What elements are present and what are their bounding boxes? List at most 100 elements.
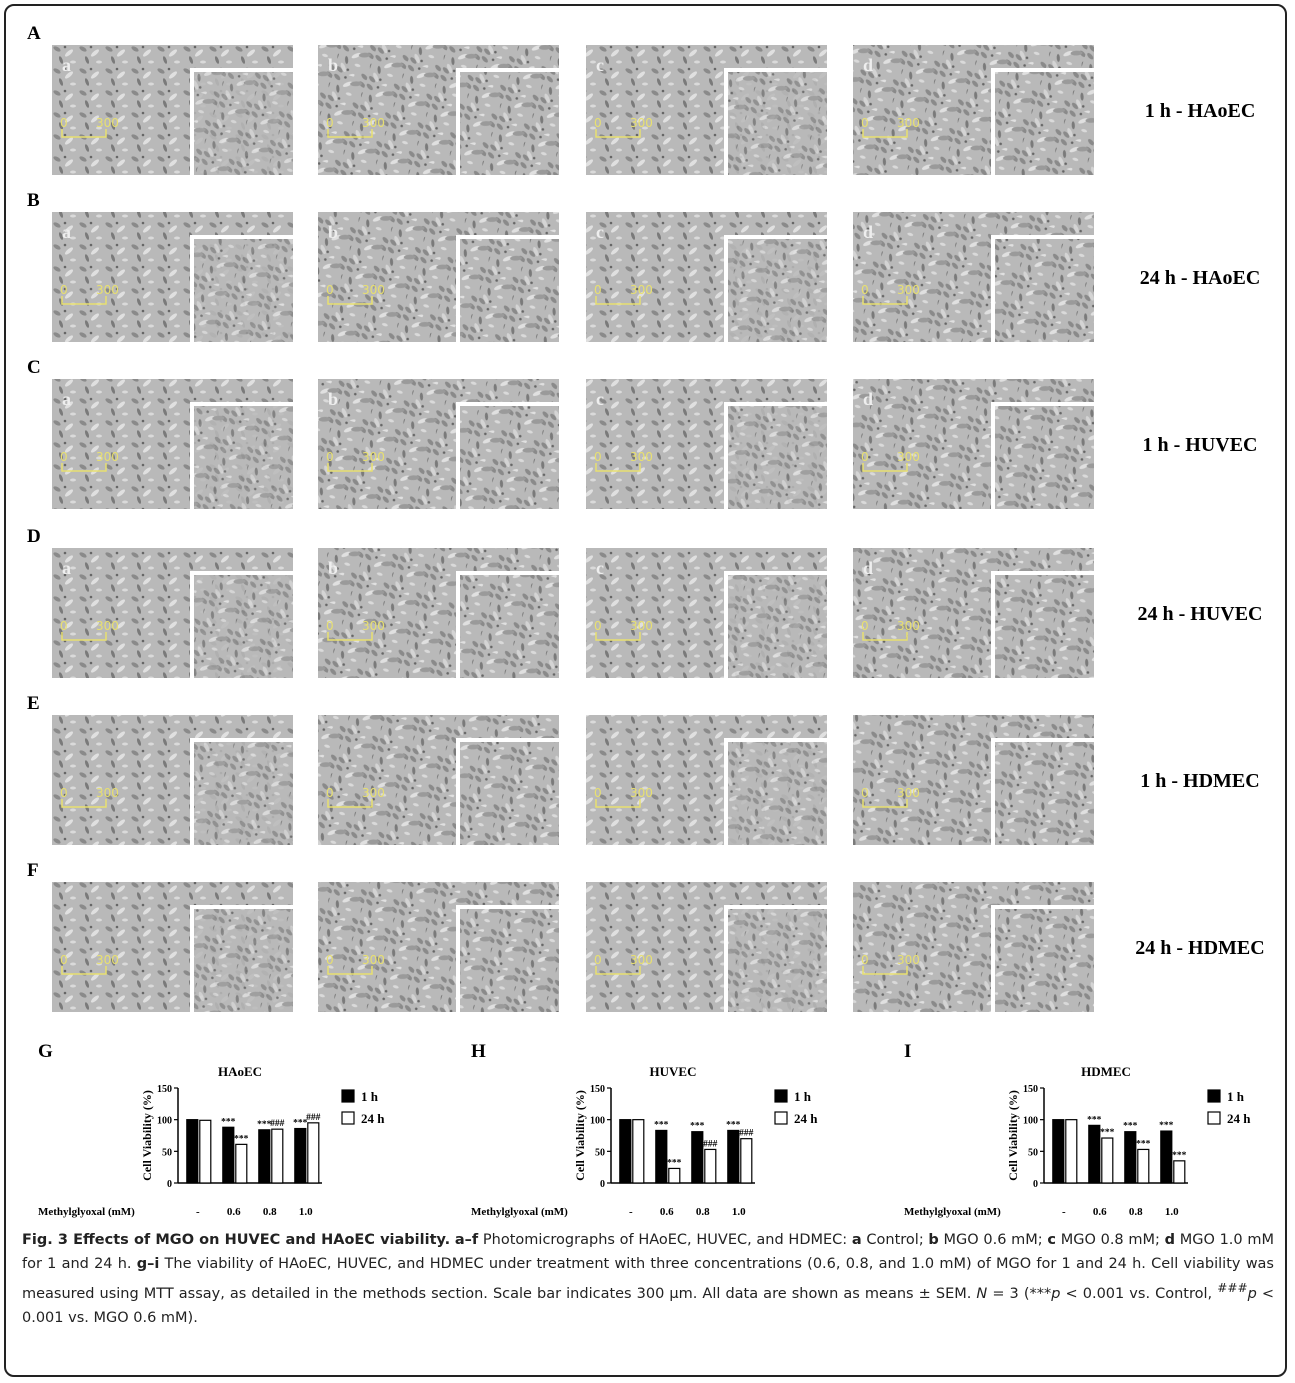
caption-text: N (976, 1286, 987, 1302)
x-axis-label: Methylglyoxal (mM) (38, 1206, 135, 1218)
scale-label: 0 (326, 283, 334, 297)
scale-label: 300 (362, 450, 385, 464)
significance-marker: *** (1136, 1139, 1151, 1149)
micrograph-inset (993, 740, 1094, 845)
micrograph-inset (192, 404, 293, 509)
scale-label: 0 (326, 116, 334, 130)
y-tick-label: 50 (595, 1147, 605, 1158)
y-tick-label: 50 (162, 1147, 172, 1158)
significance-marker: *** (1172, 1151, 1187, 1161)
micrograph-inset (993, 70, 1094, 175)
scale-label: 0 (326, 953, 334, 967)
scale-label: 300 (897, 953, 920, 967)
micrograph-inset (993, 907, 1094, 1012)
significance-marker: *** (690, 1122, 705, 1132)
scale-label: 300 (96, 953, 119, 967)
bar (1125, 1132, 1136, 1183)
micrograph-inset (993, 237, 1094, 342)
scale-label: 300 (362, 786, 385, 800)
scale-label: 300 (630, 619, 653, 633)
legend-swatch (342, 1090, 354, 1102)
x-tick-label: 1.0 (732, 1206, 746, 1218)
scale-label: 300 (897, 116, 920, 130)
scale-label: 300 (630, 283, 653, 297)
panel-letter: a (62, 222, 71, 242)
significance-marker: ### (306, 1113, 321, 1123)
scale-label: 300 (630, 116, 653, 130)
y-tick-label: 0 (600, 1179, 605, 1190)
scale-label: 0 (861, 953, 869, 967)
bar (705, 1149, 716, 1183)
scale-label: 0 (326, 619, 334, 633)
micrograph-inset (192, 907, 293, 1012)
legend-label: 1 h (1227, 1089, 1245, 1104)
scale-label: 300 (630, 953, 653, 967)
scale-label: 300 (362, 619, 385, 633)
caption: Fig. 3 Effects of MGO on HUVEC and HAoEC… (22, 1228, 1274, 1330)
bar (1138, 1149, 1149, 1183)
significance-marker: ### (739, 1129, 754, 1139)
significance-marker: *** (1159, 1121, 1174, 1131)
micrograph-inset (458, 573, 559, 678)
caption-text: MGO 0.6 mM; (939, 1232, 1048, 1248)
row-letter: F (27, 860, 39, 881)
bar (200, 1120, 211, 1183)
row-letter: B (27, 190, 40, 211)
legend-label: 1 h (361, 1089, 379, 1104)
scale-label: 0 (594, 786, 602, 800)
micrograph-inset (726, 404, 827, 509)
caption-text: = 3 (*** (987, 1286, 1051, 1302)
panel-letter: b (328, 55, 338, 75)
scale-label: 300 (362, 116, 385, 130)
scale-label: 0 (861, 283, 869, 297)
panel-letter: b (328, 389, 338, 409)
micrograph-inset (726, 740, 827, 845)
scale-label: 0 (60, 116, 68, 130)
row-letter: A (27, 23, 41, 44)
scale-label: 300 (897, 786, 920, 800)
x-tick-label: 0.6 (227, 1206, 241, 1218)
micrograph-inset (458, 70, 559, 175)
micrograph-inset (192, 740, 293, 845)
panel-letter: a (62, 389, 71, 409)
y-tick-label: 150 (590, 1084, 605, 1095)
bar (187, 1120, 198, 1183)
row-letter: E (27, 693, 40, 714)
micrograph-inset (993, 573, 1094, 678)
bar (1089, 1125, 1100, 1183)
figure-graphics: A 1 h - HAoEC a 0 300 b 0 300 c 0 300 d 0 300 B 24 h - … (0, 0, 1295, 1225)
caption-text: Control; (862, 1232, 929, 1248)
significance-marker: *** (221, 1117, 236, 1127)
y-tick-label: 0 (1033, 1179, 1038, 1190)
x-tick-label: - (629, 1206, 633, 1218)
y-tick-label: 100 (1023, 1116, 1038, 1127)
x-tick-label: 0.8 (263, 1206, 277, 1218)
scale-label: 300 (630, 450, 653, 464)
row-letter: C (27, 357, 41, 378)
scale-label: 0 (594, 953, 602, 967)
bar (236, 1144, 247, 1183)
scale-label: 0 (594, 619, 602, 633)
panel-letter: c (596, 222, 604, 242)
scale-label: 300 (897, 619, 920, 633)
bar (1174, 1161, 1185, 1183)
caption-text: MGO 0.8 mM; (1056, 1232, 1165, 1248)
row-title: 24 h - HAoEC (1140, 267, 1261, 289)
y-axis-label: Cell Viability (%) (140, 1090, 154, 1181)
bar (1053, 1120, 1064, 1183)
y-tick-label: 150 (157, 1084, 172, 1095)
panel-letter: d (863, 222, 873, 242)
chart-title: HDMEC (1081, 1064, 1131, 1079)
legend-swatch (342, 1112, 354, 1124)
significance-marker: ### (270, 1119, 285, 1129)
panel-letter: c (596, 558, 604, 578)
y-tick-label: 100 (590, 1116, 605, 1127)
bar (1102, 1138, 1113, 1183)
chart-panel-letter: H (471, 1041, 486, 1062)
bar (1066, 1120, 1077, 1183)
bar (272, 1129, 283, 1183)
chart-title: HAoEC (218, 1064, 262, 1079)
scale-label: 0 (861, 786, 869, 800)
micrograph-inset (726, 70, 827, 175)
scale-label: 0 (326, 786, 334, 800)
